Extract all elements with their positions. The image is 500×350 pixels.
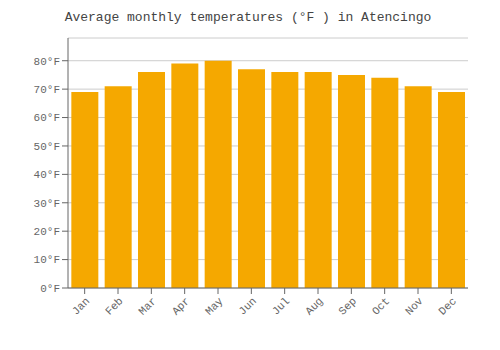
svg-text:Sep: Sep [336, 295, 358, 317]
svg-text:Apr: Apr [170, 295, 192, 317]
svg-text:20°F: 20°F [34, 226, 60, 238]
svg-text:Jan: Jan [70, 295, 92, 317]
svg-text:40°F: 40°F [34, 169, 60, 181]
svg-text:Nov: Nov [403, 295, 426, 318]
svg-text:10°F: 10°F [34, 254, 60, 266]
svg-text:70°F: 70°F [34, 84, 60, 96]
svg-text:Jul: Jul [270, 295, 292, 317]
svg-text:Aug: Aug [303, 295, 325, 317]
svg-text:0°F: 0°F [40, 283, 60, 295]
html-text:Average monthly temperatures (: Average monthly temperatures (°F ) in At… [64, 10, 432, 25]
svg-text:Feb: Feb [103, 295, 125, 317]
svg-text:60°F: 60°F [34, 112, 60, 124]
svg-text:Jun: Jun [236, 295, 258, 317]
svg-text:30°F: 30°F [34, 198, 60, 210]
svg-text:50°F: 50°F [34, 141, 60, 153]
svg-text:Mar: Mar [136, 295, 158, 317]
svg-text:80°F: 80°F [34, 56, 60, 68]
svg-text:May: May [203, 295, 226, 318]
svg-text:Dec: Dec [436, 295, 458, 317]
svg-text:Oct: Oct [370, 295, 392, 317]
